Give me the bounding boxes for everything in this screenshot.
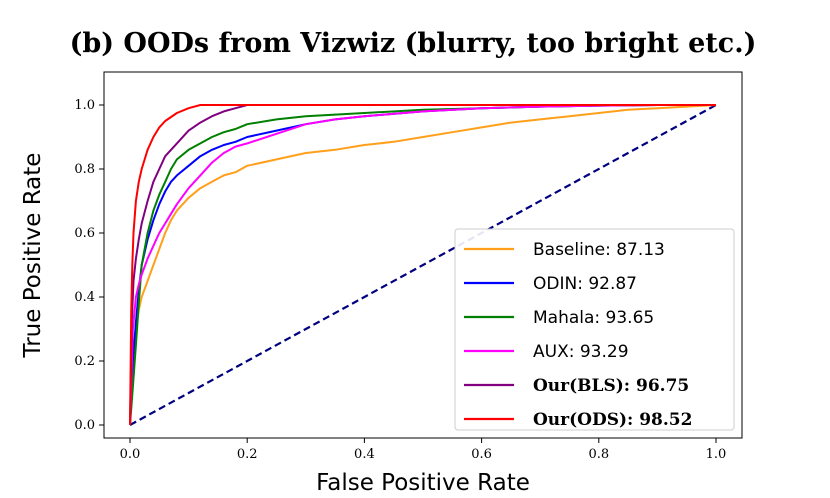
plot-frame	[103, 71, 743, 439]
diagonal-layer	[129, 104, 717, 426]
series-layer	[129, 104, 717, 426]
x-tick-label: 0.6	[471, 447, 492, 462]
x-tick-label: 0.2	[237, 447, 258, 462]
x-tick-label: 0.8	[588, 447, 609, 462]
legend-label: AUX: 93.29	[533, 342, 629, 362]
y-tick-label: 0.6	[74, 226, 95, 241]
legend-label: Our(BLS): 96.75	[533, 376, 689, 396]
x-tick-label: 0.0	[120, 447, 141, 462]
legend-label: Baseline: 87.13	[533, 240, 665, 260]
y-tick-label: 0.0	[74, 418, 95, 433]
y-axis-label: True Positive Rate	[20, 153, 46, 359]
ticks-layer: 0.0 0.2 0.4 0.6 0.8 1.0 0.0 0.2 0.4 0.6 0.8 1.0	[74, 98, 726, 462]
chart-title: (b) OODs from Vizwiz (blurry, too bright…	[70, 28, 757, 59]
y-tick-label: 0.8	[74, 162, 95, 177]
legend-label: Mahala: 93.65	[533, 308, 654, 328]
legend: Baseline: 87.13 ODIN: 92.87 Mahala: 93.65 A…	[454, 228, 735, 431]
legend-label: Our(ODS): 98.52	[533, 410, 692, 430]
diagonal-reference-line	[129, 104, 717, 426]
y-tick-label: 0.4	[74, 290, 95, 305]
legend-box	[454, 228, 735, 431]
series-line-aux	[129, 104, 716, 426]
legend-label: ODIN: 92.87	[533, 274, 637, 294]
series-line-baseline	[129, 104, 717, 426]
series-line-our-ods	[129, 104, 716, 426]
y-tick-label: 0.2	[74, 354, 95, 369]
x-axis-label: False Positive Rate	[316, 470, 530, 496]
y-tick-label: 1.0	[74, 98, 95, 113]
x-tick-label: 1.0	[706, 447, 727, 462]
x-tick-label: 0.4	[354, 447, 375, 462]
